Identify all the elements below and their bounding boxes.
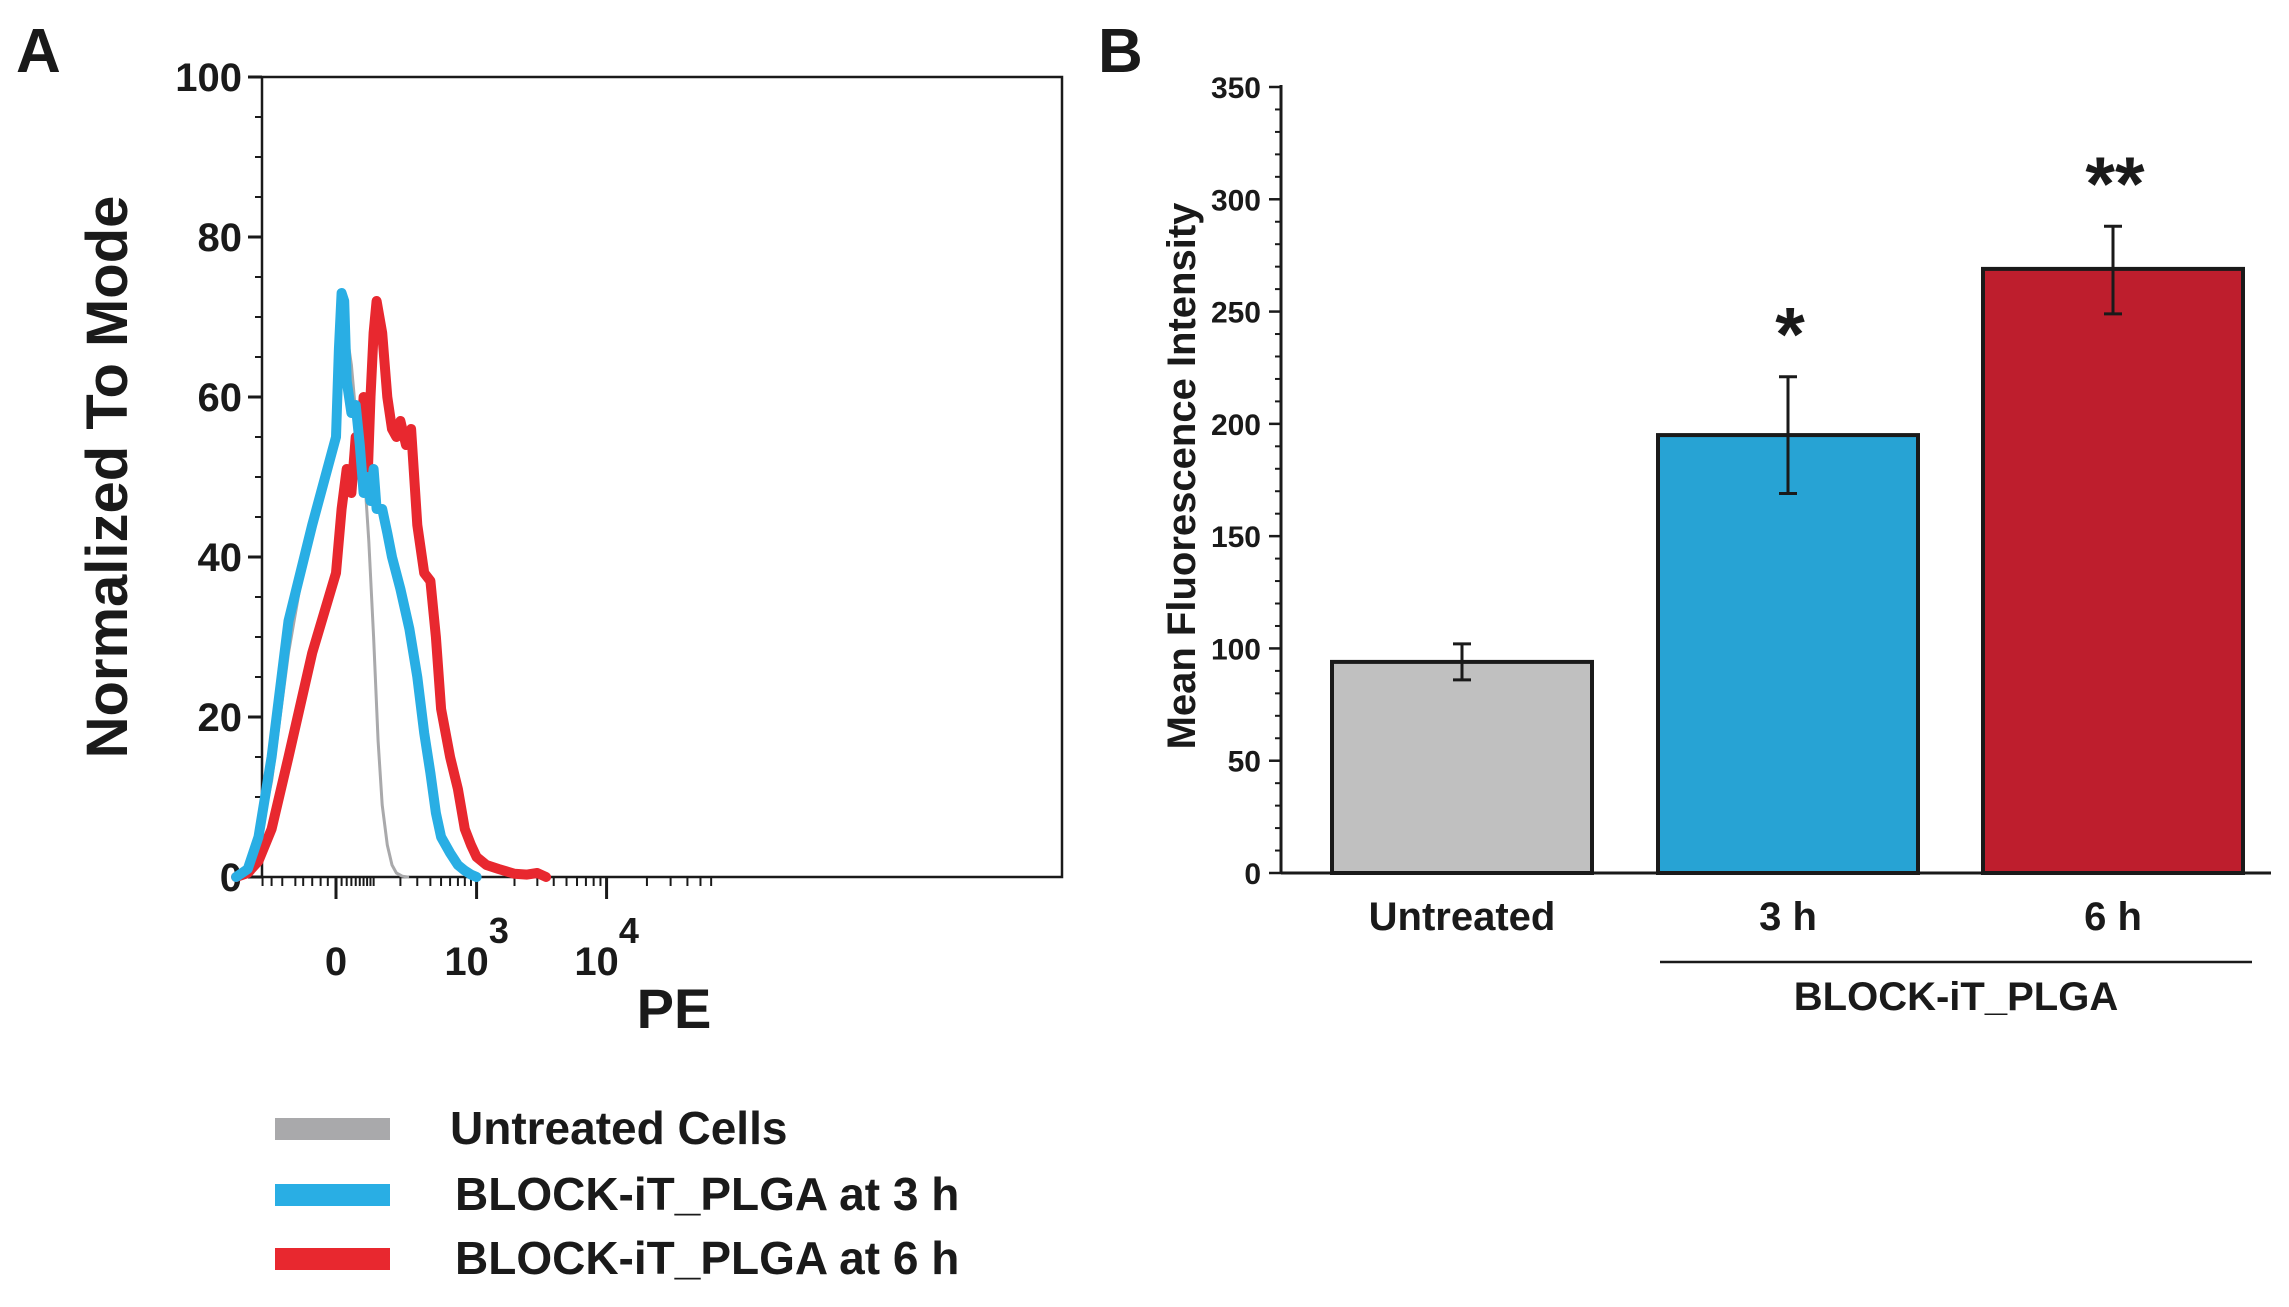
bar-1 (1330, 659, 1594, 875)
bar-chart-y-tick-label: 250 (1211, 297, 1261, 330)
significance-marker: ** (2085, 142, 2145, 227)
legend-entry-untreated: Untreated Cells (275, 1102, 787, 1154)
histogram-x-tick-label: 104 (574, 910, 639, 984)
histogram-y-tick-label: 0 (220, 856, 242, 900)
group-bracket-label: BLOCK-iT_PLGA (1794, 975, 2118, 1019)
legend-label-6h: BLOCK-iT_PLGA at 6 h (455, 1232, 959, 1284)
histogram-y-tick-label: 40 (198, 536, 243, 580)
histogram-minor-ticks (255, 116, 713, 886)
histogram-y-axis: 0 20 40 60 80 100 (175, 56, 262, 900)
bar-3 (1981, 266, 2245, 876)
bar-category-label: 6 h (2084, 895, 2142, 939)
histogram-series (231, 288, 552, 882)
bar-chart-y-tick-label: 50 (1228, 746, 1261, 779)
histogram-y-tick-label: 20 (198, 696, 243, 740)
histogram-y-axis-title: Normalized To Mode (75, 196, 140, 759)
bar-category-label: 3 h (1759, 895, 1817, 939)
histogram-x-tick-label: 103 (444, 910, 509, 984)
histogram-line-6h (231, 296, 552, 882)
legend-label-3h: BLOCK-iT_PLGA at 3 h (455, 1168, 959, 1220)
histogram-y-tick-label: 100 (175, 56, 242, 100)
bar-chart-y-tick-label: 350 (1211, 72, 1261, 105)
histogram-x-axis-title: PE (637, 977, 712, 1040)
panel-a-label: A (16, 17, 61, 86)
histogram-line-3h (231, 288, 482, 882)
histogram-y-tick-label: 60 (198, 376, 243, 420)
panel-b-label: B (1098, 17, 1143, 86)
bar-2 (1656, 433, 1920, 875)
bar-chart-y-axis-title: Mean Fluorescence Intensity (1160, 202, 1204, 750)
legend-entry-6h: BLOCK-iT_PLGA at 6 h (275, 1232, 959, 1284)
legend-entry-3h: BLOCK-iT_PLGA at 3 h (275, 1168, 959, 1220)
group-bracket: BLOCK-iT_PLGA (1660, 960, 2252, 1019)
bar-chart-y-tick-label: 200 (1211, 409, 1261, 442)
bar-chart-bars: Untreated 3 h * 6 h ** (1330, 142, 2245, 939)
histogram-x-axis: 0 103 104 (325, 877, 639, 984)
histogram-plot-frame (260, 75, 1064, 879)
bar-category-label: Untreated (1369, 895, 1556, 939)
panel-b: B 0 50 100 150 200 250 300 350 Untreated 3 h * 6 h… (1098, 17, 2271, 1019)
significance-marker: * (1775, 293, 1805, 378)
bar-chart-y-tick-label: 150 (1211, 521, 1261, 554)
panel-a: A 0 20 40 60 80 100 0 103 104 Normalized To Mod… (16, 17, 1064, 1284)
histogram-x-tick-label: 0 (325, 940, 347, 984)
histogram-legend: Untreated Cells BLOCK-iT_PLGA at 3 h BLO… (275, 1102, 959, 1284)
legend-label-untreated: Untreated Cells (450, 1102, 787, 1154)
bar-chart-y-tick-label: 100 (1211, 633, 1261, 666)
bar-chart-y-tick-label: 0 (1244, 858, 1261, 891)
bar-chart-y-tick-label: 300 (1211, 184, 1261, 217)
histogram-y-tick-label: 80 (198, 216, 243, 260)
